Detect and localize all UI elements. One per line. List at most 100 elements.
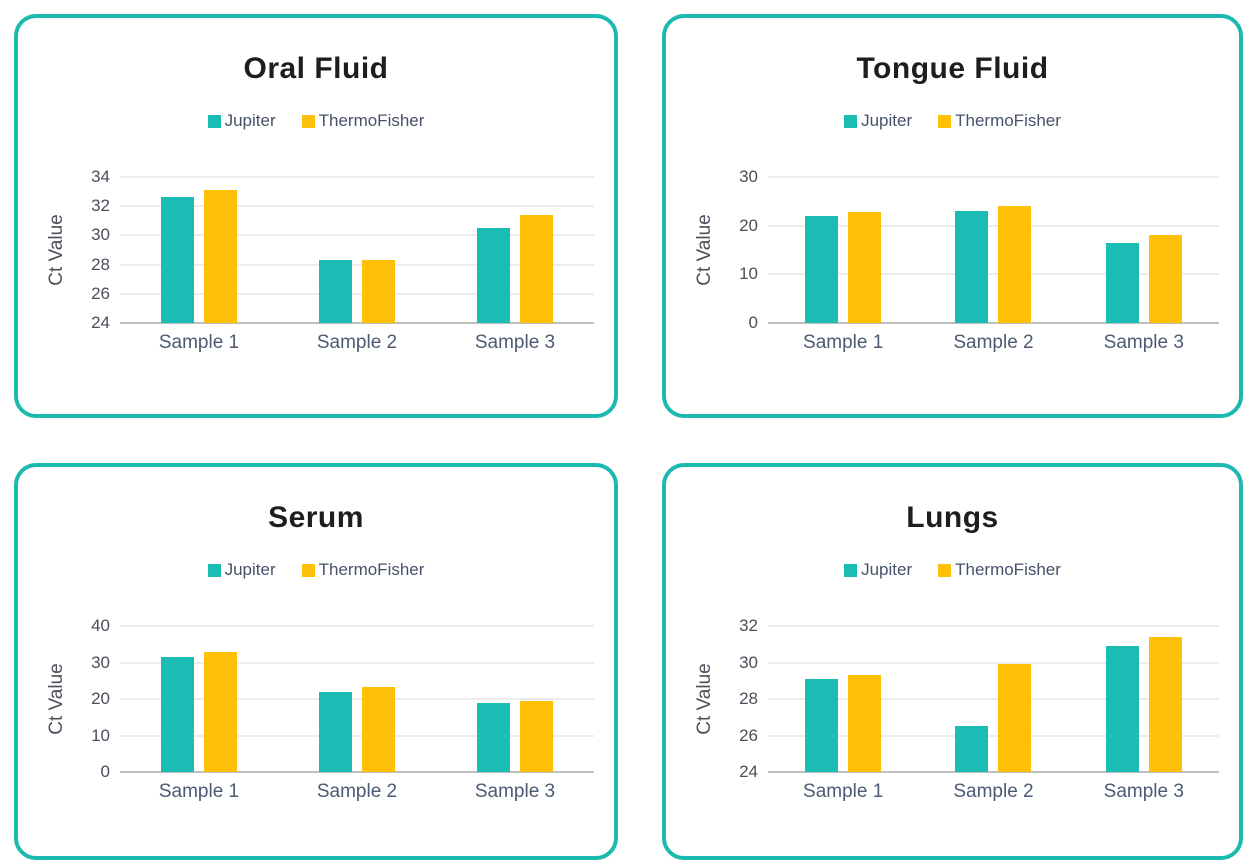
x-axis-labels: Sample 1 Sample 2 Sample 3 [120,332,594,354]
x-category-label: Sample 3 [1103,332,1184,353]
x-category-label: Sample 3 [474,781,556,802]
bar-thermofisher-sample-1 [204,190,237,323]
plot-column: Sample 1 Sample 2 Sample 3 [768,625,1219,803]
y-tick-label: 28 [739,689,758,708]
y-tick-label: 0 [748,313,758,332]
chart-card-tongue-fluid: Tongue Fluid Jupiter ThermoFisher Ct Val… [662,14,1243,418]
plot-column: Sample 1 Sample 2 Sample 3 [120,625,594,803]
y-axis-ticks: 34 32 30 28 26 24 [70,167,110,332]
chart-card-lungs: Lungs Jupiter ThermoFisher Ct Value 32 30… [662,463,1243,860]
x-category-label: Sample 2 [953,332,1034,353]
bar-thermofisher-sample-1 [848,212,882,323]
bar-thermofisher-sample-3 [520,701,553,772]
y-tick-label: 34 [91,167,110,186]
legend-swatch-thermofisher [938,563,952,577]
legend-swatch-jupiter [207,563,221,577]
legend-item-thermofisher: ThermoFisher [301,560,425,580]
plot-column: Sample 1 Sample 2 Sample 3 [768,176,1219,354]
y-axis-ticks: 32 30 28 26 24 [718,616,758,781]
legend-label: Jupiter [861,111,913,130]
bar-jupiter-sample-1 [161,657,194,772]
bar-group [768,626,918,772]
bar-group [278,177,436,323]
bar-group [1069,177,1219,323]
bar-thermofisher-sample-2 [362,687,395,772]
bar-group [918,626,1068,772]
bar-thermofisher-sample-3 [520,214,553,323]
bar-thermofisher-sample-1 [204,651,237,772]
x-category-label: Sample 1 [158,332,240,353]
y-axis-ticks: 30 20 10 0 [718,167,758,332]
gridline [768,698,1219,700]
y-axis-title-wrap: Ct Value [44,626,70,772]
bar-jupiter-sample-3 [477,703,510,772]
bar-group [278,626,436,772]
y-tick-label: 10 [91,725,110,745]
legend-swatch-thermofisher [301,563,315,577]
legend-label: Jupiter [224,560,276,579]
legend: Jupiter ThermoFisher [666,111,1239,131]
gridline [120,234,594,236]
x-axis-labels: Sample 1 Sample 2 Sample 3 [768,781,1219,803]
legend-swatch-jupiter [207,114,221,128]
legend-item-thermofisher: ThermoFisher [301,111,425,131]
legend-swatch-thermofisher [301,114,315,128]
y-tick-label: 30 [91,652,110,672]
x-category-label: Sample 2 [316,332,398,353]
legend-item-jupiter: Jupiter [207,560,276,580]
y-tick-label: 32 [739,616,758,635]
gridline [768,273,1219,275]
y-tick-label: 0 [100,762,110,781]
y-tick-label: 30 [91,225,110,245]
legend-item-jupiter: Jupiter [844,111,912,131]
bar-groups [768,177,1219,323]
bar-group [120,626,278,772]
legend-swatch-jupiter [844,114,858,128]
y-tick-label: 20 [739,215,758,235]
y-axis-title: Ct Value [46,663,67,735]
x-category-label: Sample 1 [803,332,884,353]
bar-jupiter-sample-2 [955,726,989,772]
bar-group [120,177,278,323]
chart-title: Lungs [906,501,999,534]
plot-area [120,176,594,324]
x-category-label: Sample 3 [1103,781,1184,802]
y-axis-title: Ct Value [46,214,67,286]
plot-row: Ct Value 40 30 20 10 0 Sample 1 Sample 2 Sampl… [18,616,614,803]
legend-label: ThermoFisher [318,111,425,130]
legend-item-jupiter: Jupiter [844,560,912,580]
bar-group [768,177,918,323]
gridline [120,735,594,736]
legend-label: Jupiter [224,111,276,130]
bar-group [918,177,1068,323]
gridline [120,205,594,207]
bar-jupiter-sample-2 [955,210,989,323]
bar-jupiter-sample-1 [805,678,839,772]
legend-swatch-thermofisher [938,114,952,128]
legend: Jupiter ThermoFisher [18,560,614,580]
bar-jupiter-sample-2 [319,692,352,772]
bar-jupiter-sample-3 [477,228,510,323]
x-axis-baseline [768,771,1219,773]
gridline [120,293,594,295]
x-category-label: Sample 1 [158,781,240,802]
chart-title: Tongue Fluid [856,52,1049,85]
y-axis-ticks: 40 30 20 10 0 [70,616,110,781]
y-tick-label: 40 [91,616,110,635]
plot-row: Ct Value 34 32 30 28 26 24 Sample 1 Sample 2 Sa… [18,167,614,354]
bar-thermofisher-sample-2 [362,260,395,323]
bar-groups [120,626,594,772]
legend-label: ThermoFisher [318,560,425,579]
x-axis-labels: Sample 1 Sample 2 Sample 3 [768,332,1219,354]
chart-title: Serum [268,501,364,534]
plot-area [768,625,1219,773]
y-tick-label: 26 [739,725,758,745]
chart-card-oral-fluid: Oral Fluid Jupiter ThermoFisher Ct Value… [14,14,618,418]
gridline [120,625,594,627]
legend: Jupiter ThermoFisher [18,111,614,131]
x-category-label: Sample 2 [316,781,398,802]
y-axis-title-wrap: Ct Value [692,626,718,772]
gridline [120,698,594,700]
gridline [768,735,1219,736]
legend-item-thermofisher: ThermoFisher [938,111,1061,131]
